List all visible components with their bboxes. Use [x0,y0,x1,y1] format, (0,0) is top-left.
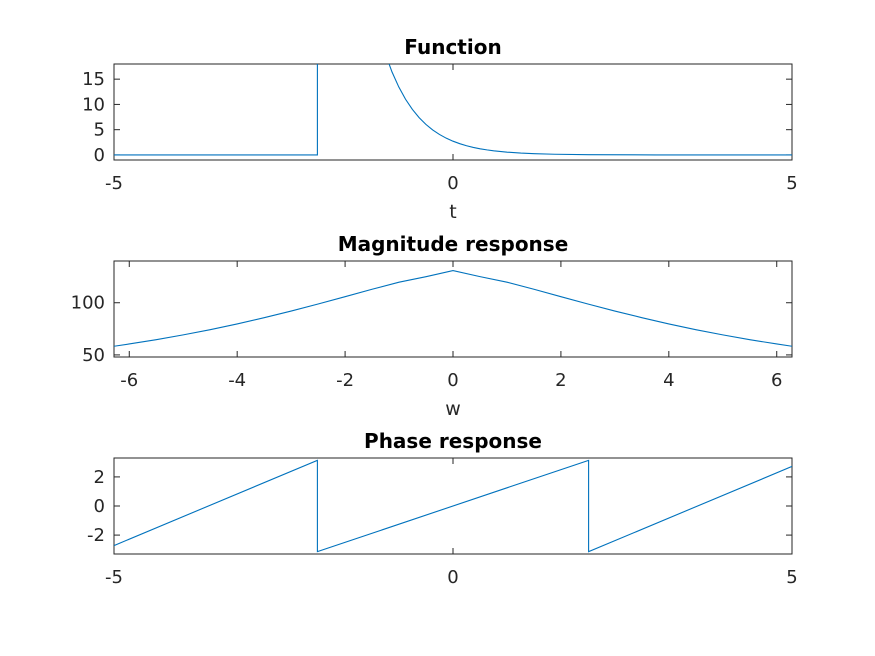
y-tick-label: 5 [94,120,105,141]
x-tick-label: 5 [786,567,797,588]
y-tick-label: 100 [71,293,105,314]
x-axis-label: w [445,398,461,420]
x-tick-label: 2 [555,370,566,391]
y-tick-label: -2 [87,525,105,546]
subplot-title: Magnitude response [338,232,569,256]
x-tick-label: -5 [105,567,123,588]
x-tick-label: -2 [336,370,354,391]
x-tick-label: 4 [663,370,674,391]
x-tick-label: 0 [447,567,458,588]
series-line [114,270,792,347]
series-line [114,64,792,156]
y-tick-label: 2 [94,467,105,488]
subplot-3: Phase response -5 0 5 -2 0 2 [87,429,798,588]
subplot-2: Magnitude response -6 -4 -2 0 2 4 6 50 100 w [71,232,793,420]
series-line [114,459,792,553]
x-tick-label: 6 [771,370,782,391]
y-tick-label: 10 [82,94,105,115]
x-tick-label: -6 [120,370,138,391]
x-tick-label: 5 [786,173,797,194]
subplot-title: Phase response [364,429,542,453]
y-tick-label: 0 [94,145,105,166]
subplot-title: Function [404,35,501,59]
x-tick-label: 0 [447,173,458,194]
y-tick-label: 15 [82,69,105,90]
x-axis-label: t [449,201,456,223]
x-tick-label: -4 [228,370,246,391]
x-tick-label: 0 [447,370,458,391]
axes-box [113,260,793,358]
x-tick-label: -5 [105,173,123,194]
y-tick-label: 50 [82,345,105,366]
axes-box [113,63,793,161]
y-tick-label: 0 [94,496,105,517]
